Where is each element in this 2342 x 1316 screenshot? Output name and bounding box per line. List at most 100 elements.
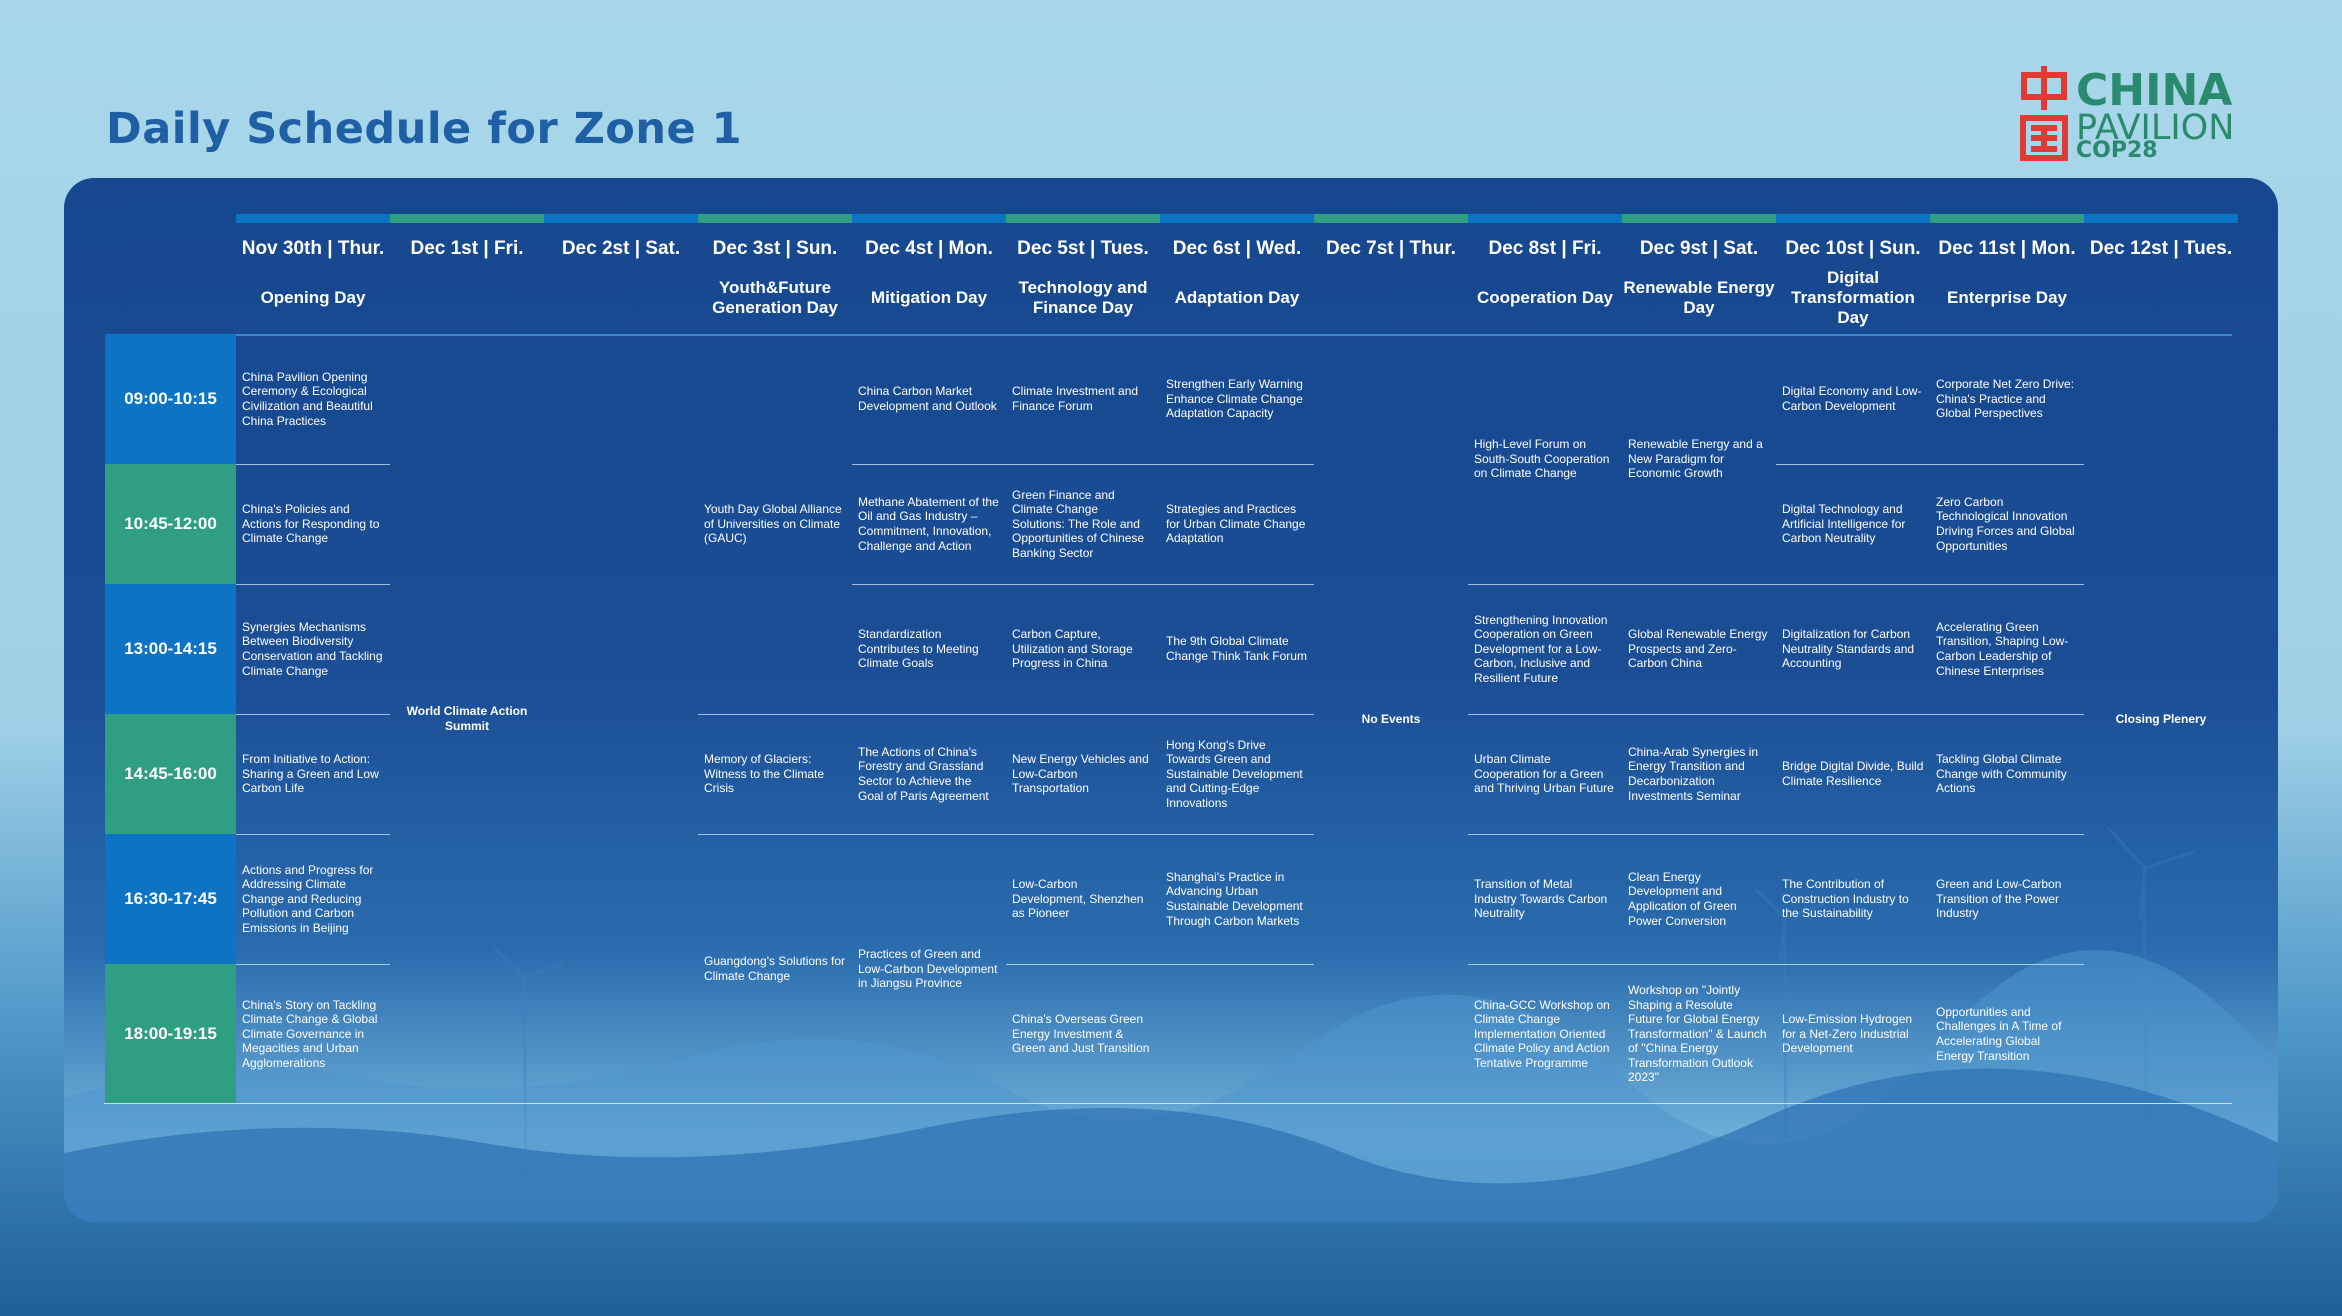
session-cell: China-GCC Workshop on Climate Change Imp…	[1474, 997, 1610, 1070]
session-cell: Transition of Metal Industry Towards Car…	[1474, 877, 1608, 921]
row-divider	[1160, 464, 1314, 465]
session-cell: Urban Climate Cooperation for a Green an…	[1474, 752, 1614, 796]
session-cell: Guangdong's Solutions for Climate Change	[704, 954, 846, 983]
session-cell: Corporate Net Zero Drive: China's Practi…	[1936, 377, 2075, 421]
session-cell: Clean Energy Development and Application…	[1628, 869, 1737, 928]
day-top-bar	[1314, 214, 1468, 223]
day-header: Dec 10st | Sun.	[1785, 238, 1921, 259]
row-divider	[236, 834, 390, 835]
row-divider	[1622, 584, 1776, 585]
day-header: Dec 12st | Tues.	[2089, 238, 2233, 259]
session-cell: China's Policies and Actions for Respond…	[242, 502, 380, 546]
day-theme: Opening Day	[260, 288, 366, 307]
session-cell: Methane Abatement of the Oil and Gas Ind…	[858, 494, 999, 553]
row-divider	[1160, 964, 1314, 965]
day-header: Dec 4st | Mon.	[865, 238, 993, 259]
session-cell: China-Arab Synergies in Energy Transitio…	[1628, 744, 1759, 803]
row-divider	[1930, 964, 2084, 965]
day-theme: Youth&Future Generation Day	[712, 278, 838, 317]
day-top-bar	[1006, 214, 1160, 223]
day-top-bar	[390, 214, 544, 223]
row-divider	[1930, 464, 2084, 465]
logo-line-china: CHINA	[2076, 65, 2233, 116]
all-day-event: No Events	[1361, 711, 1421, 726]
row-divider	[1006, 714, 1160, 715]
china-pavilion-logo: CHINA PAVILION COP28	[2018, 65, 2238, 163]
row-divider	[1160, 834, 1314, 835]
session-cell: Low-Emission Hydrogen for a Net-Zero Ind…	[1782, 1012, 1913, 1056]
session-cell: Zero Carbon Technological Innovation Dri…	[1936, 494, 2075, 553]
session-cell: China Carbon Market Development and Outl…	[858, 384, 997, 413]
row-divider	[236, 584, 390, 585]
timeslot-label: 10:45-12:00	[105, 464, 236, 584]
day-top-bar	[2084, 214, 2238, 223]
session-cell: Carbon Capture, Utilization and Storage …	[1012, 627, 1133, 671]
day-theme: Digital Transformation Day	[1791, 268, 1915, 327]
session-cell: Low-Carbon Development, Shenzhen as Pion…	[1012, 877, 1144, 921]
day-header: Dec 2st | Sat.	[561, 238, 681, 259]
session-cell: Climate Investment and Finance Forum	[1012, 384, 1139, 413]
session-cell: Strengthening Innovation Cooperation on …	[1474, 612, 1608, 685]
day-theme: Enterprise Day	[1947, 288, 2067, 307]
row-divider	[236, 714, 390, 715]
session-cell: From Initiative to Action: Sharing a Gre…	[242, 752, 379, 796]
day-header: Dec 5st | Tues.	[1017, 238, 1149, 259]
row-divider	[852, 714, 1006, 715]
session-cell: Workshop on "Jointly Shaping a Resolute …	[1628, 982, 1767, 1085]
day-header: Dec 6st | Wed.	[1172, 238, 1302, 259]
session-cell: Memory of Glaciers: Witness to the Clima…	[704, 752, 825, 796]
row-divider	[1468, 714, 1622, 715]
logo-line-cop28: COP28	[2076, 138, 2158, 163]
session-cell: The Contribution of Construction Industr…	[1782, 877, 1909, 921]
row-divider	[1622, 834, 1776, 835]
schedule-grid: Nov 30th | Thur. Opening Day Dec 1st | Fri…	[64, 178, 2278, 1222]
row-divider	[1776, 964, 1930, 965]
row-divider	[1930, 584, 2084, 585]
row-divider	[1776, 834, 1930, 835]
row-divider	[1622, 714, 1776, 715]
session-cell: Green Finance and Climate Change Solutio…	[1012, 487, 1145, 560]
day-theme: Renewable Energy Day	[1623, 278, 1775, 317]
all-day-event: World Climate Action Summit	[406, 704, 528, 733]
day-top-bar	[1776, 214, 1930, 223]
day-header: Dec 11st | Mon.	[1938, 238, 2076, 259]
session-cell: China's Overseas Green Energy Investment…	[1012, 1012, 1150, 1056]
day-theme: Technology and Finance Day	[1018, 278, 1148, 317]
session-cell: Synergies Mechanisms Between Biodiversit…	[242, 619, 383, 678]
table-bottom-rule	[104, 1103, 2232, 1104]
row-divider	[852, 464, 1006, 465]
row-divider	[1930, 714, 2084, 715]
session-cell: Hong Kong's Drive Towards Green and Sust…	[1166, 737, 1303, 810]
session-cell: China Pavilion Opening Ceremony & Ecolog…	[242, 369, 373, 428]
mountain-wind-turbine-backdrop	[64, 826, 2278, 1222]
day-top-bar	[1930, 214, 2084, 223]
session-cell: The Actions of China's Forestry and Gras…	[858, 744, 989, 803]
row-divider	[1776, 584, 1930, 585]
session-cell: Green and Low-Carbon Transition of the P…	[1936, 877, 2062, 921]
header-divider	[236, 334, 2232, 336]
session-cell: Strategies and Practices for Urban Clima…	[1166, 502, 1306, 546]
row-divider	[1006, 464, 1160, 465]
row-divider	[1930, 834, 2084, 835]
session-cell: New Energy Vehicles and Low-Carbon Trans…	[1012, 752, 1149, 796]
row-divider	[1006, 964, 1160, 965]
row-divider	[1776, 714, 1930, 715]
day-top-bar	[1468, 214, 1622, 223]
timeslot-label: 13:00-14:15	[105, 584, 236, 714]
day-header: Dec 3st | Sun.	[712, 238, 838, 259]
day-header: Nov 30th | Thur.	[241, 238, 385, 259]
session-cell: Standardization Contributes to Meeting C…	[858, 627, 979, 671]
day-theme: Adaptation Day	[1174, 288, 1300, 307]
timeslot-label: 14:45-16:00	[105, 714, 236, 834]
row-divider	[698, 714, 852, 715]
row-divider	[1160, 714, 1314, 715]
schedule-board: Nov 30th | Thur. Opening Day Dec 1st | Fri…	[64, 178, 2278, 1222]
logo-line-pavilion: PAVILION	[2076, 108, 2235, 148]
row-divider	[1468, 834, 1622, 835]
day-top-bar	[852, 214, 1006, 223]
all-day-event: Closing Plenery	[2115, 711, 2207, 726]
session-cell: Actions and Progress for Addressing Clim…	[242, 862, 374, 935]
timeslot-label: 16:30-17:45	[105, 834, 236, 964]
day-top-bar	[544, 214, 698, 223]
session-cell: China's Story on Tackling Climate Change…	[242, 997, 378, 1070]
